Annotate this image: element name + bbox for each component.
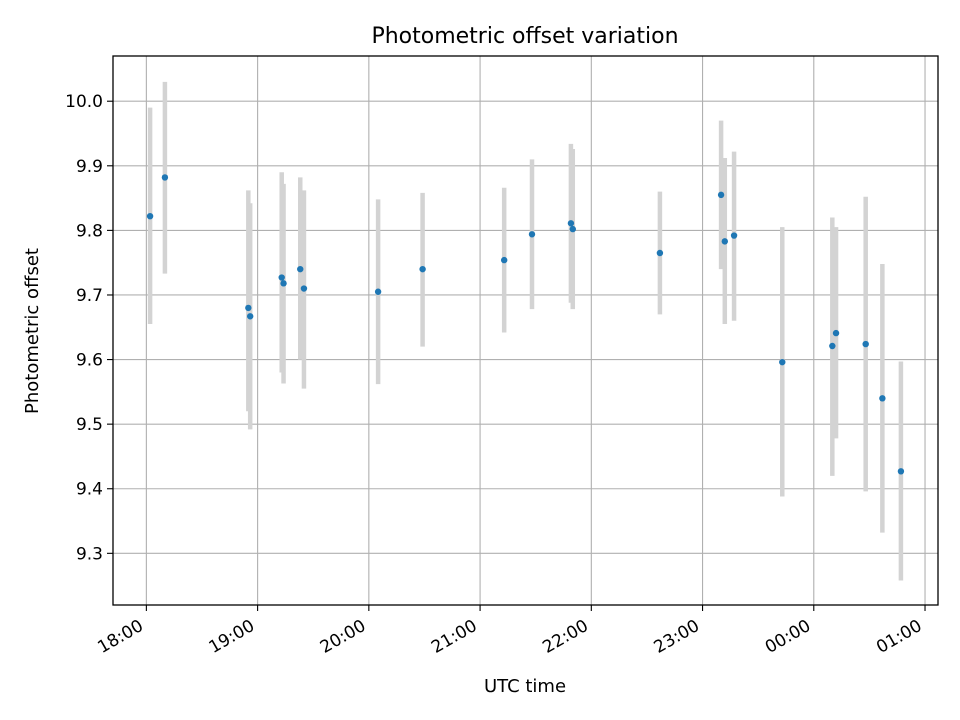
plot-frame bbox=[112, 55, 939, 606]
data-point bbox=[245, 304, 252, 312]
data-point bbox=[297, 265, 304, 273]
data-point bbox=[779, 358, 786, 366]
y-tick-label: 9.4 bbox=[76, 480, 103, 500]
data-point bbox=[500, 256, 508, 264]
data-point bbox=[569, 225, 576, 233]
y-tick-label: 9.3 bbox=[76, 544, 103, 564]
y-axis-label: Photometric offset bbox=[22, 248, 43, 414]
grid-lines bbox=[113, 56, 938, 605]
data-point bbox=[278, 274, 285, 281]
data-point bbox=[146, 212, 154, 220]
y-tick-label: 9.8 bbox=[76, 221, 103, 241]
data-point bbox=[280, 280, 287, 287]
y-tick-label: 9.5 bbox=[76, 415, 103, 435]
data-point bbox=[730, 232, 738, 239]
y-tick-label: 9.7 bbox=[76, 286, 103, 306]
x-axis-label: UTC time bbox=[484, 676, 566, 697]
data-point bbox=[161, 174, 169, 181]
data-point bbox=[374, 288, 382, 295]
data-point bbox=[832, 329, 840, 337]
data-point bbox=[300, 285, 308, 292]
data-points bbox=[146, 174, 905, 475]
y-tick-label: 9.6 bbox=[76, 351, 103, 371]
chart-title: Photometric offset variation bbox=[371, 24, 678, 49]
data-point bbox=[721, 238, 728, 245]
data-point bbox=[528, 231, 536, 238]
y-axis-ticks: 9.3 9.4 9.5 9.6 9.7 9.8 9.9 10.0 bbox=[65, 92, 113, 564]
data-point bbox=[656, 249, 664, 257]
data-point bbox=[862, 340, 869, 348]
data-point bbox=[246, 313, 254, 320]
y-tick-label: 10.0 bbox=[65, 92, 103, 112]
data-point bbox=[897, 468, 905, 475]
y-tick-label: 9.9 bbox=[76, 157, 103, 177]
data-point bbox=[829, 342, 836, 350]
data-point bbox=[879, 395, 886, 402]
data-point bbox=[717, 191, 725, 199]
data-point bbox=[567, 220, 575, 227]
data-point bbox=[419, 265, 426, 273]
